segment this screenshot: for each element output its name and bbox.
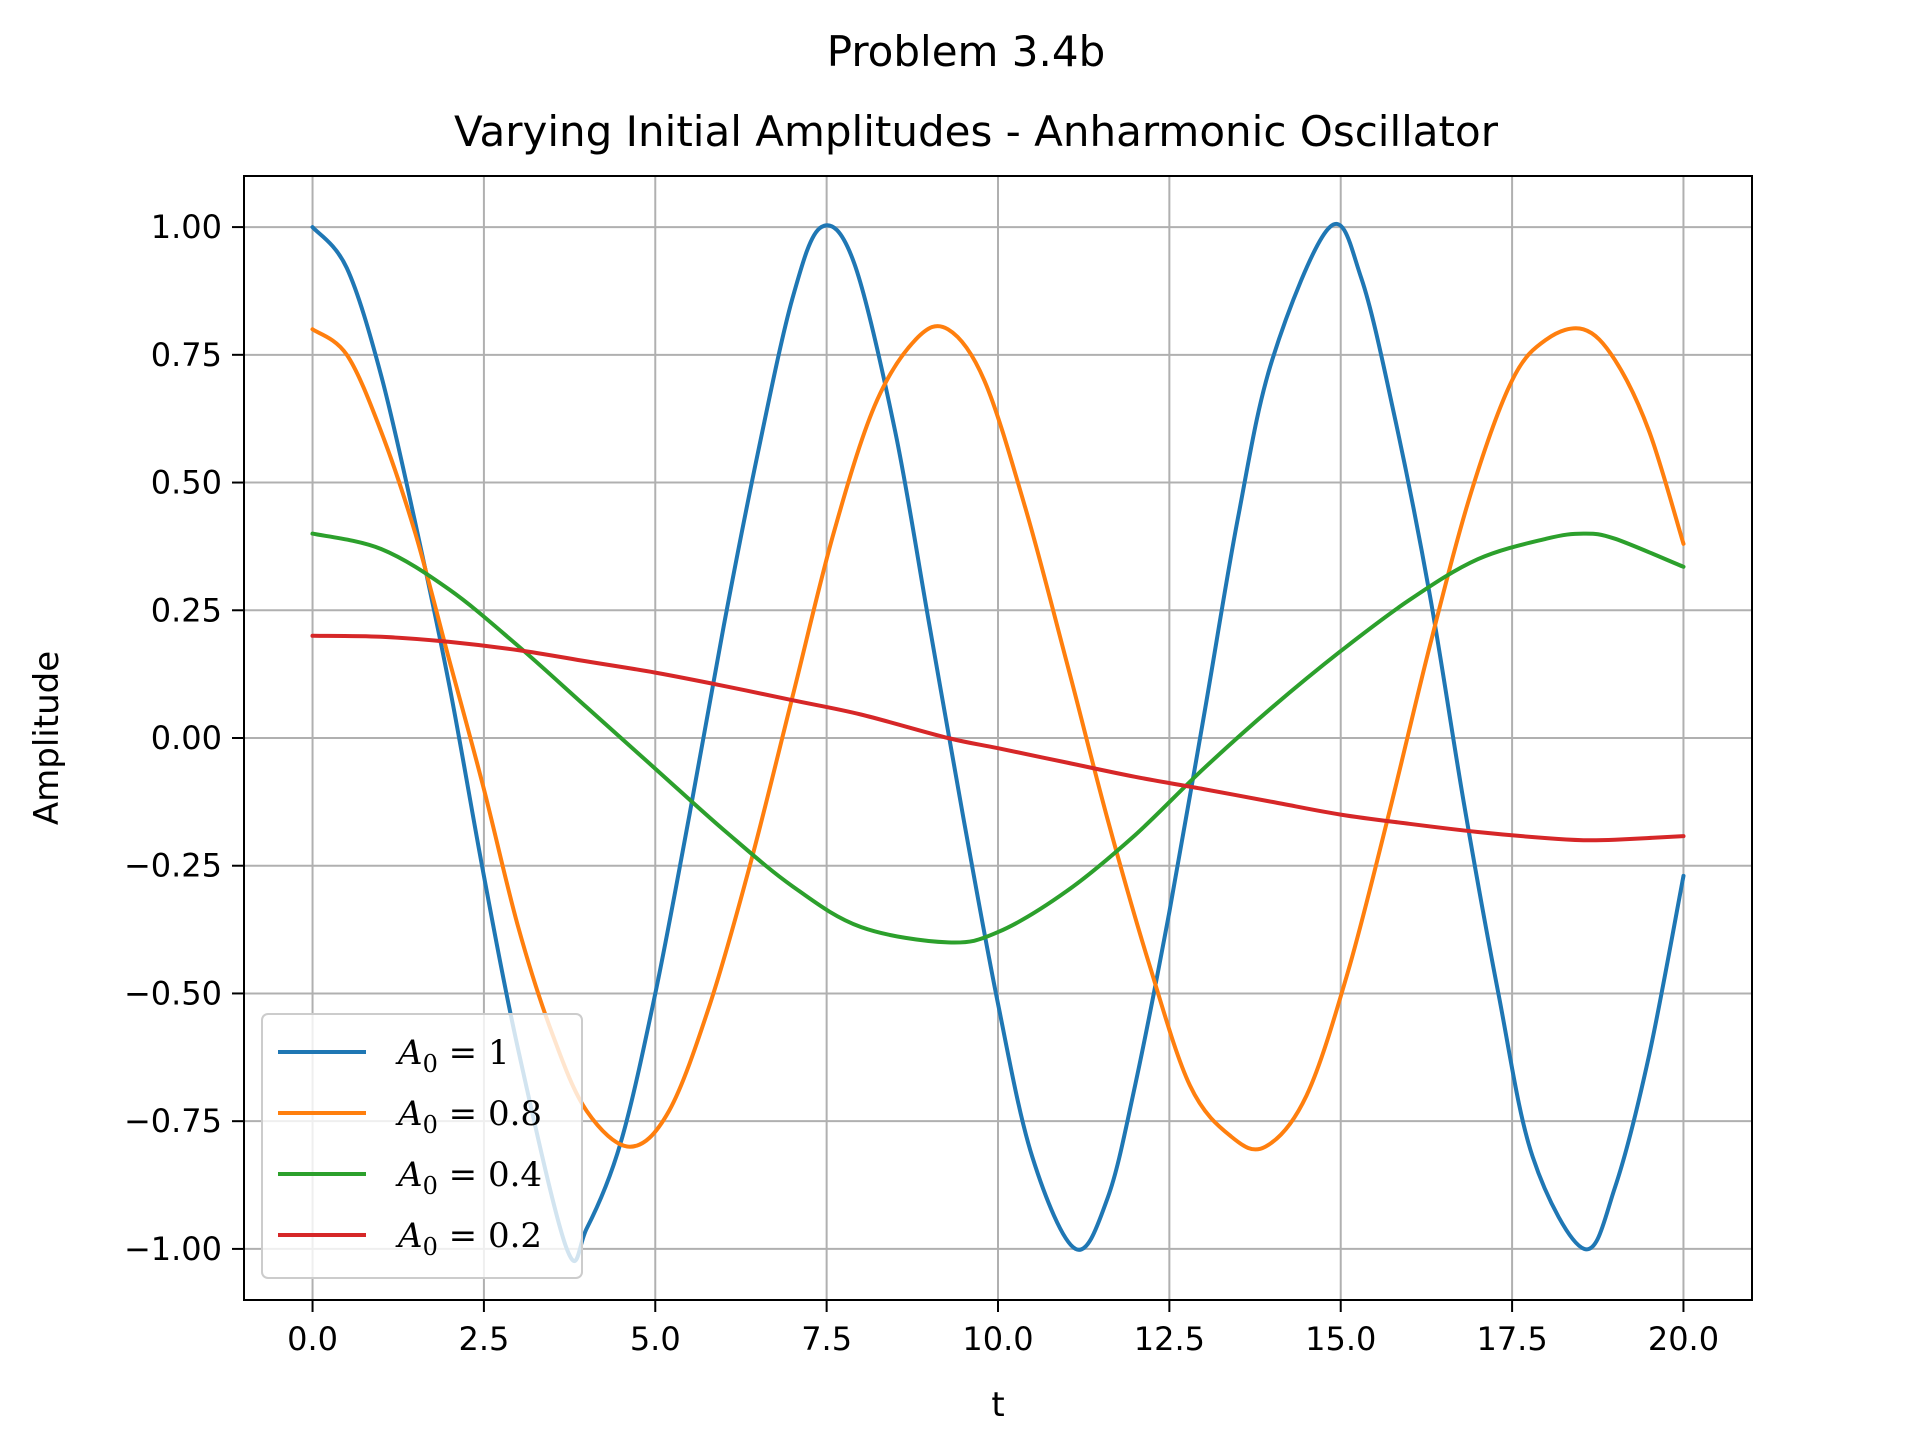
series-line-1 (310, 324, 1686, 1152)
axis-ticks: 0.0 2.5 5.0 7.5 10.0 12.5 15.0 17.5 20.0 −1.00 −0.… (124, 208, 1719, 1358)
legend-label-1: A0 = 0.8 (395, 1094, 542, 1139)
x-tick-label: 20.0 (1648, 1320, 1719, 1358)
legend-var: A (395, 1094, 423, 1134)
legend-subscript: 0 (423, 1111, 438, 1139)
legend-subscript: 0 (423, 1172, 438, 1200)
x-tick-label: 7.5 (801, 1320, 852, 1358)
chart-title: Varying Initial Amplitudes - Anharmonic … (454, 107, 1499, 156)
legend-box (261, 1013, 583, 1279)
legend-var: A (395, 1216, 423, 1256)
y-tick-label: −0.25 (124, 847, 222, 885)
y-tick-label: −0.50 (124, 974, 222, 1012)
y-axis-label: Amplitude (27, 651, 67, 825)
legend-value: = 0.8 (438, 1094, 542, 1134)
legend-var: A (395, 1155, 423, 1195)
series-line-3 (310, 633, 1686, 843)
x-tick-label: 10.0 (962, 1320, 1033, 1358)
legend-label-2: A0 = 0.4 (395, 1155, 542, 1200)
x-tick-label: 17.5 (1476, 1320, 1547, 1358)
legend-value: = 0.2 (438, 1216, 542, 1256)
legend-value: = 0.4 (438, 1155, 542, 1195)
series-line-2 (310, 531, 1686, 945)
legend-var: A (395, 1033, 423, 1073)
y-tick-label: 1.00 (151, 208, 222, 246)
legend-label-3: A0 = 0.2 (395, 1216, 542, 1261)
legend-subscript: 0 (423, 1050, 438, 1078)
x-tick-label: 12.5 (1134, 1320, 1205, 1358)
figure-suptitle: Problem 3.4b (827, 27, 1106, 76)
y-tick-label: 0.25 (151, 591, 222, 629)
legend-subscript: 0 (423, 1233, 438, 1261)
y-tick-label: 0.00 (151, 719, 222, 757)
x-tick-label: 5.0 (630, 1320, 681, 1358)
x-tick-label: 0.0 (287, 1320, 338, 1358)
legend-label-0: A0 = 1 (395, 1033, 510, 1078)
y-tick-label: −0.75 (124, 1102, 222, 1140)
x-tick-label: 2.5 (458, 1320, 509, 1358)
y-tick-label: 0.50 (151, 464, 222, 502)
x-tick-label: 15.0 (1305, 1320, 1376, 1358)
y-tick-label: −1.00 (124, 1230, 222, 1268)
x-axis-label: t (991, 1385, 1004, 1425)
y-tick-label: 0.75 (151, 336, 222, 374)
legend-value: = 1 (438, 1033, 510, 1073)
legend: A0 = 1A0 = 0.8A0 = 0.4A0 = 0.2 (261, 1013, 583, 1279)
